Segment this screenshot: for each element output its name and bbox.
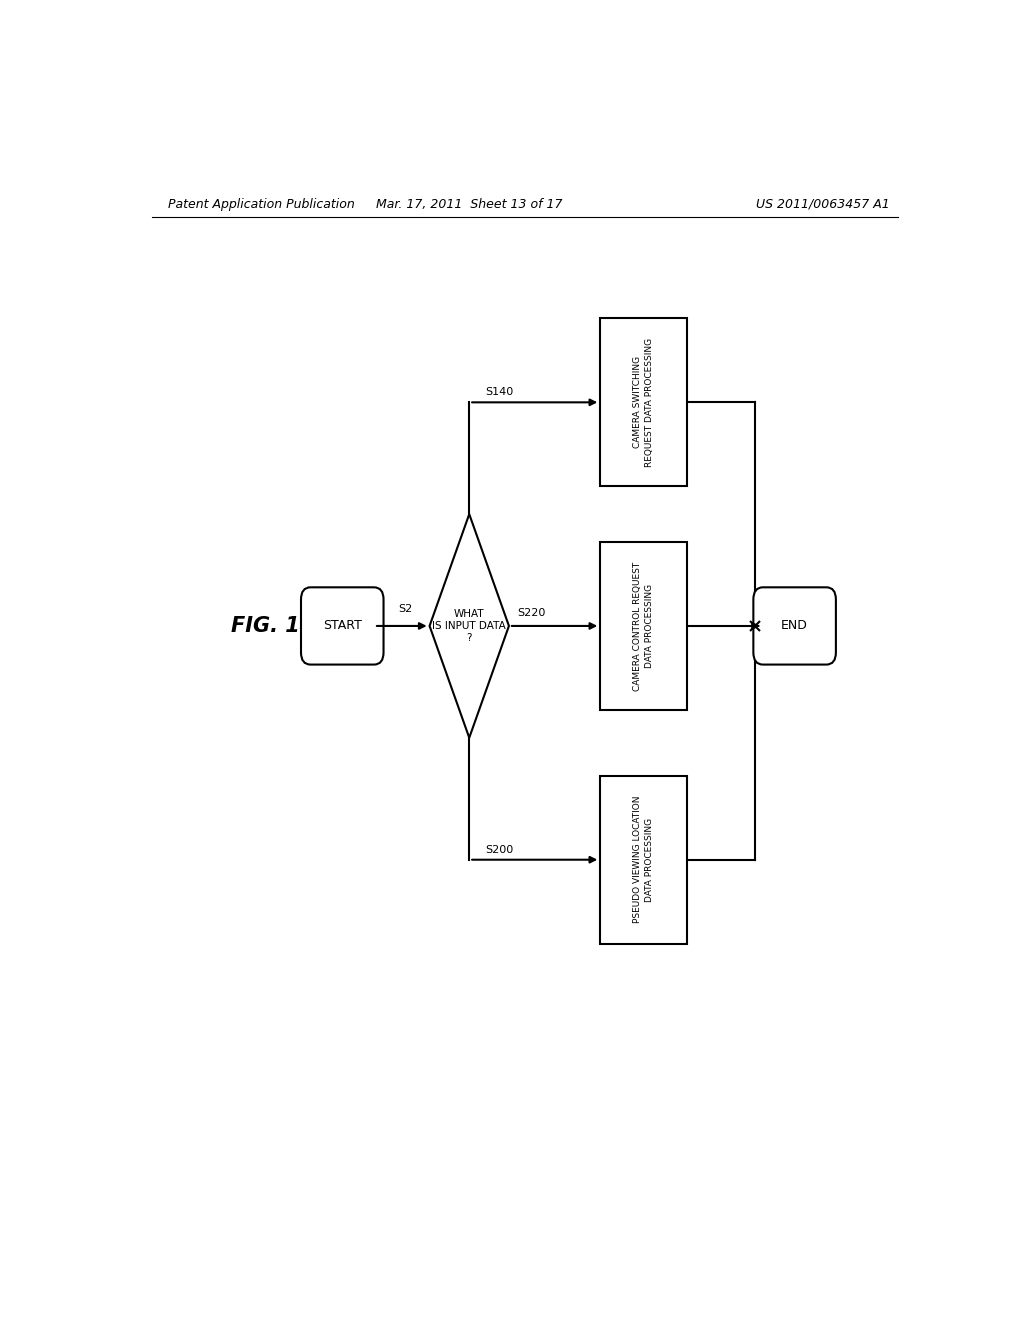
Text: S2: S2 (397, 603, 412, 614)
Text: PSEUDO VIEWING LOCATION
DATA PROCESSING: PSEUDO VIEWING LOCATION DATA PROCESSING (634, 796, 654, 924)
Text: Patent Application Publication: Patent Application Publication (168, 198, 354, 211)
Text: US 2011/0063457 A1: US 2011/0063457 A1 (756, 198, 890, 211)
Polygon shape (430, 515, 509, 738)
Text: START: START (323, 619, 361, 632)
Text: S220: S220 (517, 607, 545, 618)
FancyBboxPatch shape (301, 587, 384, 664)
Bar (600, 543, 687, 710)
Text: Mar. 17, 2011  Sheet 13 of 17: Mar. 17, 2011 Sheet 13 of 17 (376, 198, 562, 211)
Text: S200: S200 (485, 845, 513, 854)
FancyBboxPatch shape (754, 587, 836, 664)
Text: CAMERA SWITCHING
REQUEST DATA PROCESSING: CAMERA SWITCHING REQUEST DATA PROCESSING (634, 338, 654, 467)
Text: FIG. 14: FIG. 14 (231, 616, 314, 636)
Bar (600, 318, 687, 486)
Text: CAMERA CONTROL REQUEST
DATA PROCESSING: CAMERA CONTROL REQUEST DATA PROCESSING (634, 561, 654, 690)
Text: WHAT
IS INPUT DATA
?: WHAT IS INPUT DATA ? (432, 610, 506, 643)
Text: S140: S140 (485, 387, 513, 397)
Bar (600, 776, 687, 944)
Text: END: END (781, 619, 808, 632)
